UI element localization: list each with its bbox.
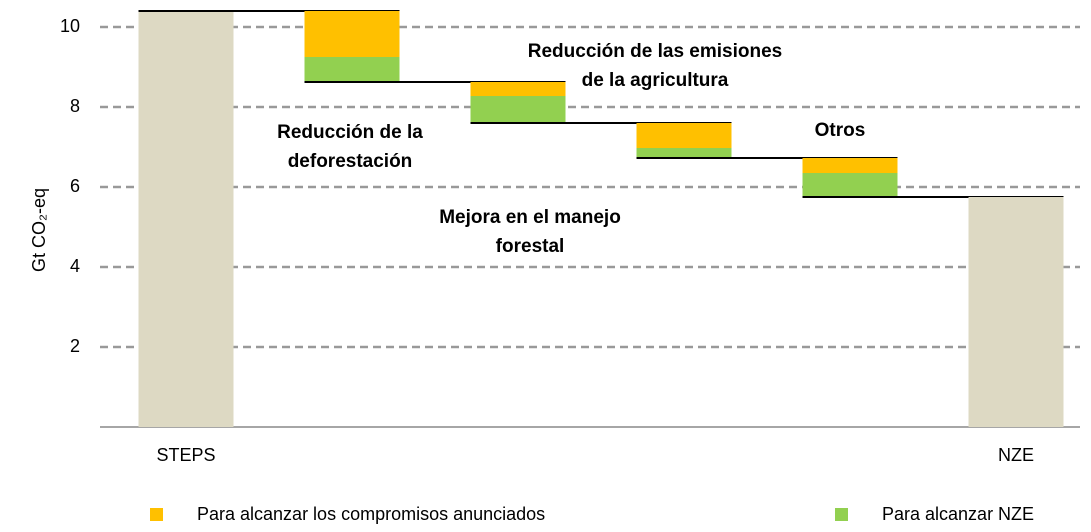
- legend-label: Para alcanzar NZE: [882, 504, 1034, 524]
- legend-swatch: [835, 508, 848, 521]
- y-axis-label: Gt CO₂-eq: [29, 188, 49, 272]
- annotation: Mejora en el manejo: [439, 207, 621, 228]
- legend-label: Para alcanzar los compromisos anunciados: [197, 504, 545, 524]
- y-tick-label: 4: [70, 256, 80, 276]
- x-tick-label: STEPS: [156, 445, 215, 465]
- x-tick-label: NZE: [998, 445, 1034, 465]
- step-bar: [304, 11, 400, 57]
- step-bar: [470, 82, 566, 96]
- step-bar: [802, 158, 898, 173]
- step-bar: [470, 96, 566, 123]
- y-tick-label: 10: [60, 16, 80, 36]
- legend-swatch: [150, 508, 163, 521]
- annotation: deforestación: [288, 151, 413, 172]
- y-tick-label: 6: [70, 176, 80, 196]
- annotation: Otros: [815, 120, 866, 141]
- step-bar: [304, 57, 400, 82]
- annotation: Reducción de la: [277, 122, 423, 143]
- step-bar: [802, 173, 898, 197]
- annotation: de la agricultura: [582, 70, 729, 91]
- total-bar: [968, 197, 1064, 427]
- step-bar: [636, 148, 732, 158]
- y-tick-label: 2: [70, 336, 80, 356]
- annotation: Reducción de las emisiones: [528, 41, 782, 62]
- total-bar: [138, 11, 234, 427]
- y-tick-label: 8: [70, 96, 80, 116]
- annotation: forestal: [496, 236, 565, 257]
- step-bar: [636, 123, 732, 148]
